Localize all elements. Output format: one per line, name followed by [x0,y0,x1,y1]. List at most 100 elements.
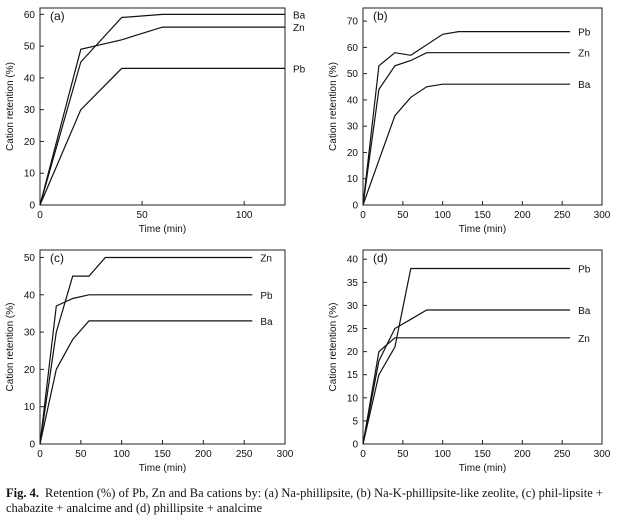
y-tick-label: 30 [24,328,36,339]
x-tick-label: 100 [236,210,253,221]
y-tick-label: 0 [352,201,358,212]
y-axis-label: Cation retention (%) [328,62,339,151]
plot-frame [39,7,286,206]
x-tick-label: 100 [434,449,451,460]
y-tick-label: 25 [347,324,359,335]
x-axis-label: Time (min) [459,224,506,235]
y-tick-label: 35 [347,278,359,289]
x-tick-label: 50 [137,210,149,221]
series-line-zn [39,256,253,445]
series-label-zn: Zn [578,49,590,60]
x-tick-label: 200 [514,449,531,460]
y-tick-label: 60 [347,43,359,54]
caption-text: Retention (%) of Pb, Zn and Ba cations b… [6,486,603,515]
x-tick-label: 50 [75,449,87,460]
x-tick-label: 300 [277,449,294,460]
x-tick-label: 0 [37,449,43,460]
x-tick-label: 250 [236,449,253,460]
chart-panel-4: 0 50 100 150 200 250 300 0 5 10 15 20 25 30 35 40 Time (… [328,249,611,474]
series-line-pb [39,294,253,445]
series-label-ba: Ba [578,80,591,91]
series-line-pb [362,267,571,445]
series-label-zn: Zn [260,253,272,264]
x-tick-label: 150 [474,449,491,460]
panel-label: (d) [373,251,388,265]
panel-label: (a) [50,9,65,23]
x-tick-label: 250 [554,449,571,460]
y-tick-label: 0 [352,440,358,451]
y-tick-label: 0 [29,440,35,451]
x-tick-label: 50 [397,210,409,221]
y-tick-label: 20 [24,137,36,148]
y-tick-label: 30 [24,105,36,116]
chart-panel-1: 0 50 100 0 10 20 30 40 50 60 Time (min) Cation rete… [5,7,306,235]
x-tick-label: 250 [554,210,571,221]
y-tick-label: 20 [24,365,36,376]
x-tick-label: 300 [594,210,611,221]
series-label-ba: Ba [260,317,273,328]
series-label-pb: Pb [293,64,306,75]
y-tick-label: 10 [347,174,359,185]
x-tick-label: 200 [195,449,212,460]
series-label-pb: Pb [578,264,591,275]
y-tick-label: 10 [347,393,359,404]
y-tick-label: 70 [347,17,359,28]
series-line-ba [362,83,571,206]
series-line-ba [362,309,571,445]
y-axis-label: Cation retention (%) [5,303,16,392]
series-label-pb: Pb [578,28,591,39]
x-tick-label: 0 [360,210,366,221]
x-tick-label: 0 [360,449,366,460]
series-line-ba [39,320,253,445]
series-line-zn [39,26,285,206]
y-axis-label: Cation retention (%) [328,303,339,392]
y-tick-label: 40 [347,255,359,266]
x-tick-label: 300 [594,449,611,460]
y-tick-label: 10 [24,402,36,413]
y-tick-label: 50 [24,253,36,264]
series-label-zn: Zn [293,23,305,34]
y-tick-label: 50 [24,42,36,53]
series-line-ba [39,13,285,206]
y-tick-label: 30 [347,301,359,312]
x-tick-label: 0 [37,210,43,221]
y-tick-label: 50 [347,69,359,80]
panel-label: (c) [50,251,64,265]
y-tick-label: 40 [347,95,359,106]
plot-frame [362,249,603,445]
x-tick-label: 200 [514,210,531,221]
x-axis-label: Time (min) [139,224,186,235]
series-line-pb [39,67,285,206]
x-tick-label: 100 [434,210,451,221]
panel-label: (b) [373,9,388,23]
x-tick-label: 150 [474,210,491,221]
x-tick-label: 100 [113,449,130,460]
series-line-zn [362,337,571,445]
plot-frame [39,249,286,445]
caption-label: Fig. 4. [6,486,39,500]
y-tick-label: 15 [347,370,359,381]
chart-panel-3: 0 50 100 150 200 250 300 0 10 20 30 40 50 Time (min) C… [5,249,294,474]
y-tick-label: 40 [24,290,36,301]
figure-caption: Fig. 4. Retention (%) of Pb, Zn and Ba ca… [6,486,610,516]
plot-frame [362,7,603,206]
series-label-ba: Ba [293,10,306,21]
series-label-ba: Ba [578,306,591,317]
y-tick-label: 40 [24,73,36,84]
y-tick-label: 0 [29,201,35,212]
series-line-pb [362,31,571,206]
chart-panel-2: 0 50 100 150 200 250 300 0 10 20 30 40 50 60 70 Time (m… [328,7,611,235]
series-line-zn [362,52,571,206]
y-tick-label: 5 [352,416,358,427]
series-label-pb: Pb [260,291,273,302]
x-axis-label: Time (min) [459,463,506,474]
y-axis-label: Cation retention (%) [5,62,16,151]
x-tick-label: 50 [397,449,409,460]
y-tick-label: 20 [347,347,359,358]
x-axis-label: Time (min) [139,463,186,474]
y-tick-label: 20 [347,148,359,159]
x-tick-label: 150 [154,449,171,460]
series-label-zn: Zn [578,334,590,345]
y-tick-label: 60 [24,10,36,21]
